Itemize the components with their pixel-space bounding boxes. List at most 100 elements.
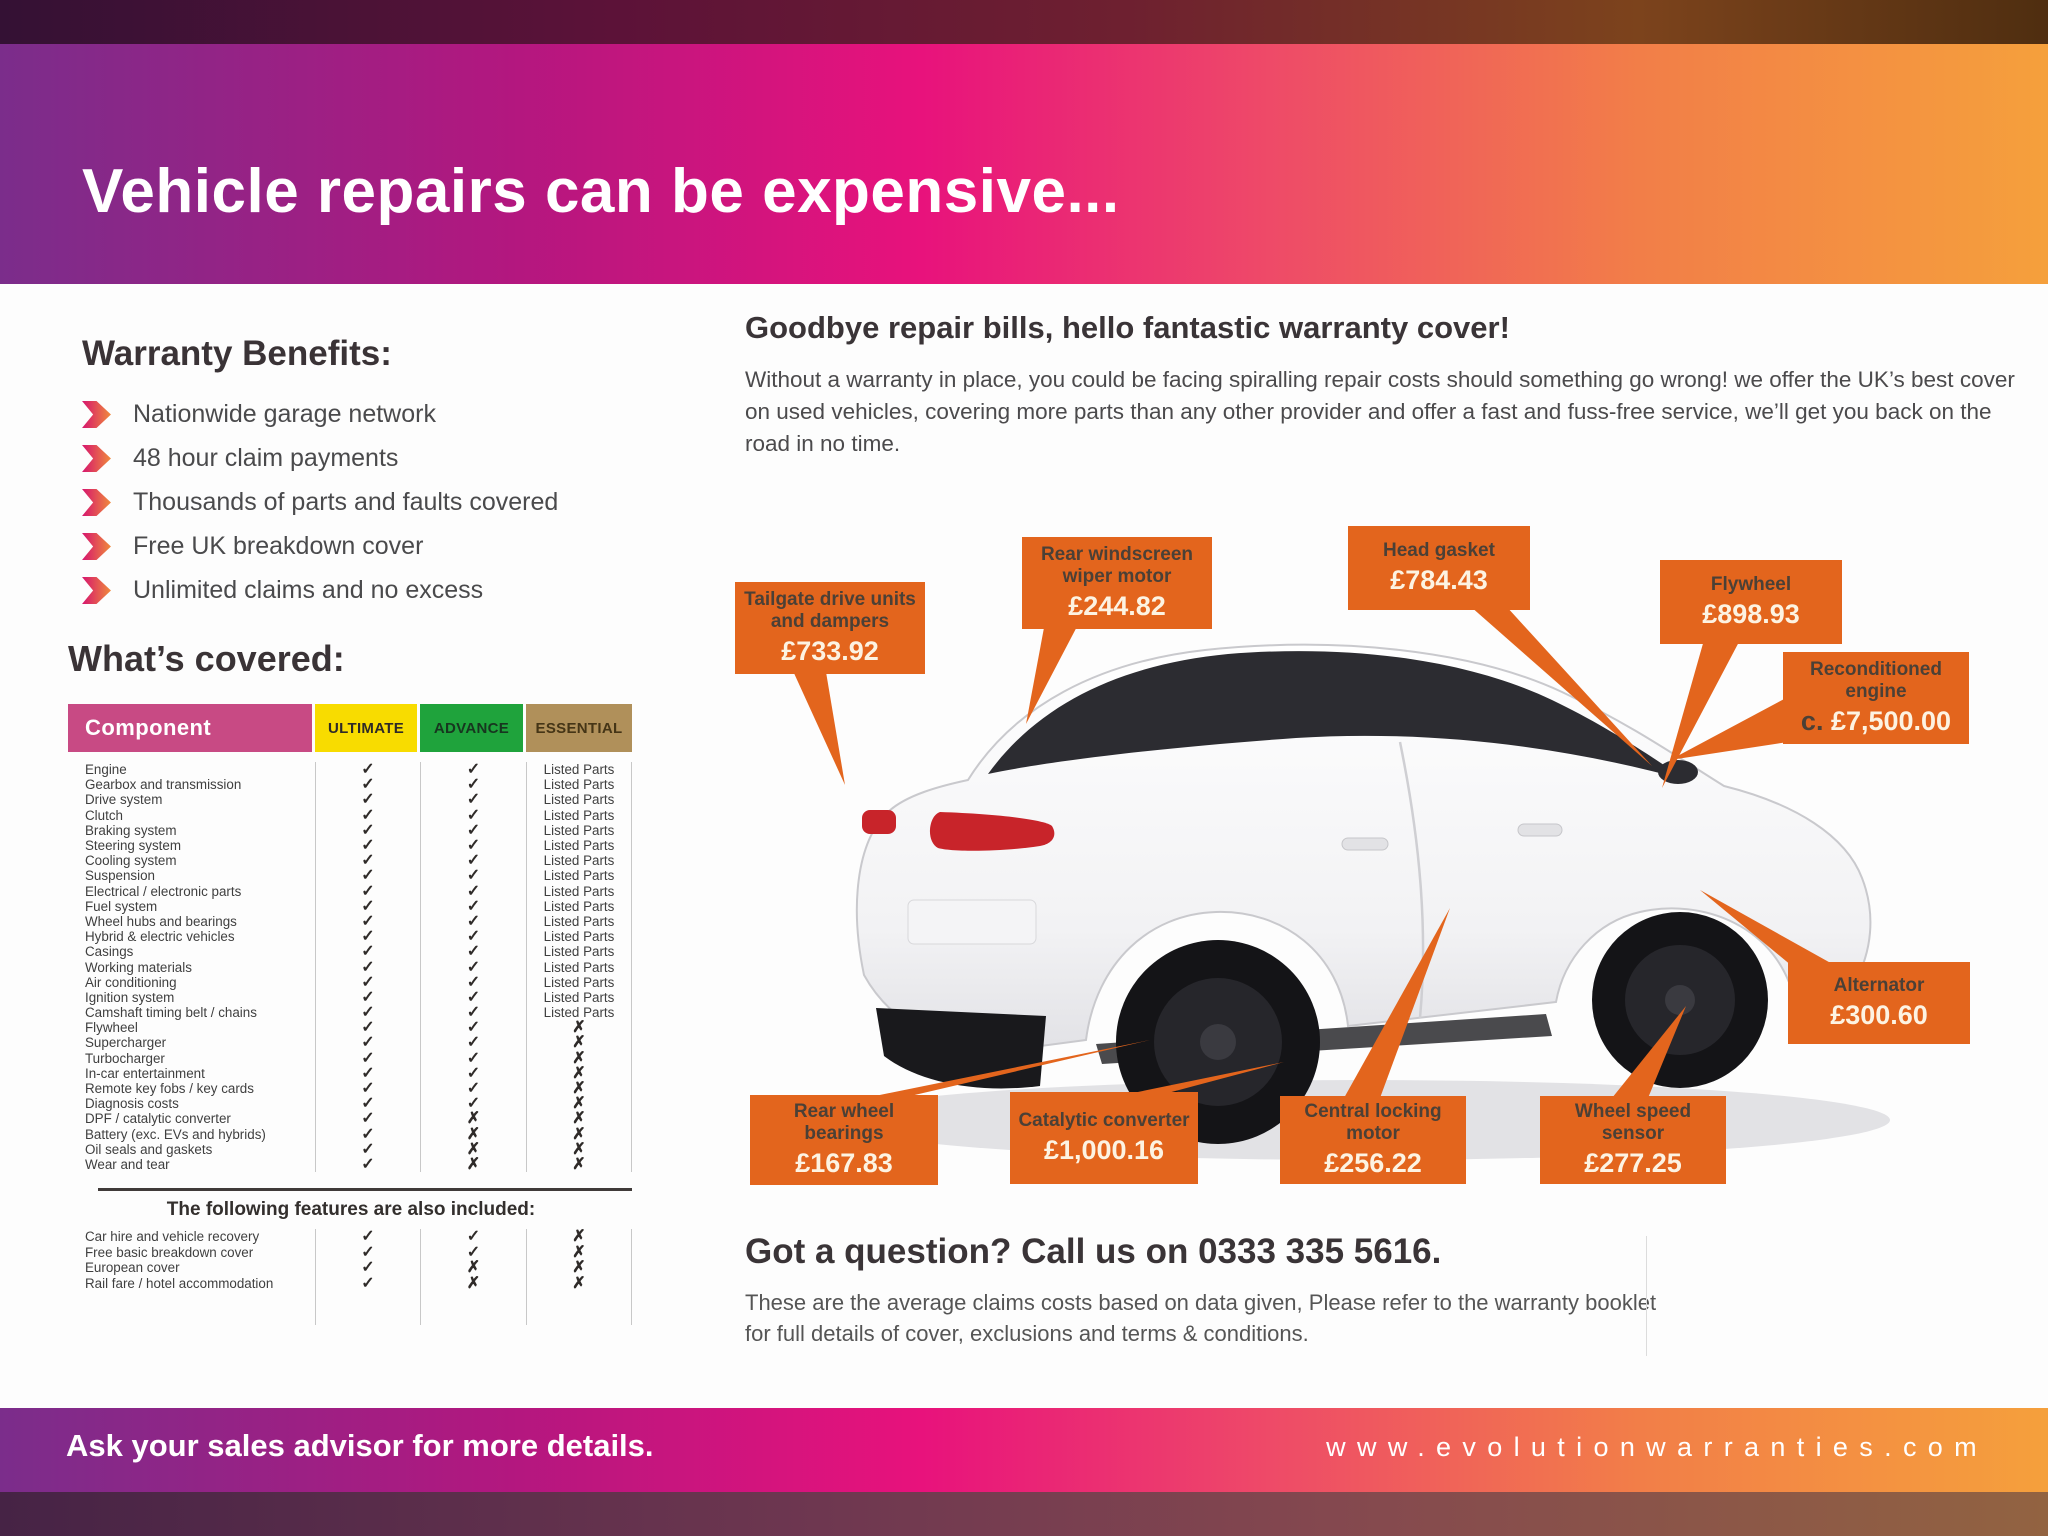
component-name: Remote key fobs / key cards xyxy=(85,1081,254,1097)
callout-price: £1,000.16 xyxy=(1043,1135,1165,1166)
car-body xyxy=(855,643,1872,1052)
tier-value: ✓ xyxy=(420,777,526,793)
tier-value: ✓ xyxy=(315,1156,420,1173)
component-name: Working materials xyxy=(85,959,192,975)
tier-value: ✓ xyxy=(420,807,526,823)
promo-section: Goodbye repair bills, hello fantastic wa… xyxy=(745,310,2025,460)
callout-price: £277.25 xyxy=(1584,1147,1682,1178)
column-rule xyxy=(68,1291,315,1325)
tier-value: ✓ xyxy=(315,761,420,778)
tier-value: ✓ xyxy=(315,822,420,838)
callout-leader-line xyxy=(870,1040,1150,1097)
tier-value: ✗ xyxy=(526,1050,632,1066)
tier-value: Listed Parts xyxy=(526,944,632,960)
tier-value: ✓ xyxy=(315,853,420,869)
tier-value: ✓ xyxy=(420,1229,526,1245)
tier-value: ✓ xyxy=(315,1020,420,1036)
callout-leader-lines xyxy=(788,606,1836,1098)
tier-value: ✓ xyxy=(420,1050,526,1066)
callout-rear-windscreen-wiper-motor: Rear windscreen wiper motor £244.82 xyxy=(1022,537,1212,629)
callout-price-value: £7,500.00 xyxy=(1830,705,1952,736)
tier-value: ✓ xyxy=(315,1126,420,1142)
taillight xyxy=(862,810,896,834)
tier-value: ✓ xyxy=(420,974,526,990)
tier-value: ✓ xyxy=(420,1035,526,1051)
callout-leader-line xyxy=(1662,640,1740,788)
whats-covered-section: What’s covered: Component ULTIMATE ADVAN… xyxy=(68,638,634,1326)
promo-title: Goodbye repair bills, hello fantastic wa… xyxy=(745,310,1510,345)
benefit-item-label: Thousands of parts and faults covered xyxy=(133,488,559,516)
door-handle xyxy=(1341,837,1389,851)
component-name: Suspension xyxy=(85,868,155,884)
tier-value: Listed Parts xyxy=(526,974,632,990)
component-name: European cover xyxy=(85,1260,180,1276)
tier-value: Listed Parts xyxy=(526,777,632,793)
tier-value: ✓ xyxy=(315,1065,420,1081)
bottom-border-strip xyxy=(0,1492,2048,1536)
callout-label: Rear wheel bearings xyxy=(793,1101,895,1144)
tier-value: ✗ xyxy=(526,1080,632,1097)
callout-label: Central locking motor xyxy=(1304,1101,1442,1144)
column-header-component: Component xyxy=(68,704,315,752)
callout-leader-line xyxy=(1612,1006,1686,1098)
component-name: Braking system xyxy=(85,822,177,838)
component-name: Engine xyxy=(85,762,127,778)
tier-value: Listed Parts xyxy=(526,1005,632,1021)
component-name: Steering system xyxy=(85,838,182,854)
divider-line xyxy=(1646,1236,1647,1356)
taillight xyxy=(929,812,1055,851)
benefit-item: Free UK breakdown cover xyxy=(82,532,642,561)
tier-value: ✗ xyxy=(420,1260,526,1276)
tier-value: ✓ xyxy=(315,1096,420,1112)
tier-value: ✓ xyxy=(420,989,526,1006)
component-name: Electrical / electronic parts xyxy=(85,883,242,899)
extra-features-heading: The following features are also included… xyxy=(166,1199,536,1221)
tier-value: Listed Parts xyxy=(526,792,632,808)
tier-value: ✗ xyxy=(526,1096,632,1112)
component-name: Air conditioning xyxy=(85,974,177,990)
callout-price: £898.93 xyxy=(1702,599,1800,630)
tier-value: ✗ xyxy=(526,1260,632,1276)
callout-wheel-speed-sensor: Wheel speed sensor £277.25 xyxy=(1540,1096,1726,1184)
component-name: Free basic breakdown cover xyxy=(85,1244,254,1260)
wing-mirror xyxy=(1658,760,1698,784)
tier-value: Listed Parts xyxy=(526,822,632,838)
benefit-arrow-icon xyxy=(82,445,111,472)
door-handle xyxy=(1517,823,1563,837)
tier-value: ✓ xyxy=(315,1141,420,1157)
benefit-arrow-icon xyxy=(82,533,111,560)
callout-central-locking-motor: Central locking motor £256.22 xyxy=(1280,1096,1466,1184)
callout-leader-line xyxy=(1026,617,1082,724)
column-rule xyxy=(420,1291,526,1326)
callout-label: Alternator xyxy=(1833,974,1925,996)
callout-price: £784.43 xyxy=(1390,565,1488,596)
column-rule xyxy=(526,1291,632,1326)
tier-value: ✓ xyxy=(420,959,526,975)
benefits-list: Nationwide garage network 48 hour claim p… xyxy=(82,400,642,605)
tier-value: ✓ xyxy=(315,1050,420,1066)
contact-disclaimer: These are the average claims costs based… xyxy=(745,1290,1657,1346)
tier-value: ✗ xyxy=(526,1020,632,1036)
tier-value: ✗ xyxy=(526,1156,632,1173)
tier-value: Listed Parts xyxy=(526,913,632,930)
callout-label: Head gasket xyxy=(1383,539,1495,561)
callout-leader-line xyxy=(788,660,845,785)
tier-value: ✗ xyxy=(420,1126,526,1142)
tier-value: ✓ xyxy=(315,1080,420,1097)
callout-price: £244.82 xyxy=(1068,590,1166,621)
tier-value: ✓ xyxy=(420,837,526,854)
tier-value: ✓ xyxy=(420,792,526,808)
component-name: Turbocharger xyxy=(85,1050,165,1066)
tier-value: Listed Parts xyxy=(526,883,632,899)
tier-value: Listed Parts xyxy=(526,989,632,1005)
tier-value: ✓ xyxy=(420,1004,526,1021)
page-title: Vehicle repairs can be expensive... xyxy=(82,157,1120,226)
tier-value: ✗ xyxy=(526,1065,632,1081)
component-name: Car hire and vehicle recovery xyxy=(85,1229,260,1245)
rear-diffuser xyxy=(876,1008,1046,1089)
tier-value: Listed Parts xyxy=(526,837,632,854)
component-name: Camshaft timing belt / chains xyxy=(85,1005,257,1021)
coverage-table-body: Engine ✓ ✓ Listed Parts Gearbox and transmis… xyxy=(68,761,634,1173)
benefit-arrow-icon xyxy=(82,577,111,604)
